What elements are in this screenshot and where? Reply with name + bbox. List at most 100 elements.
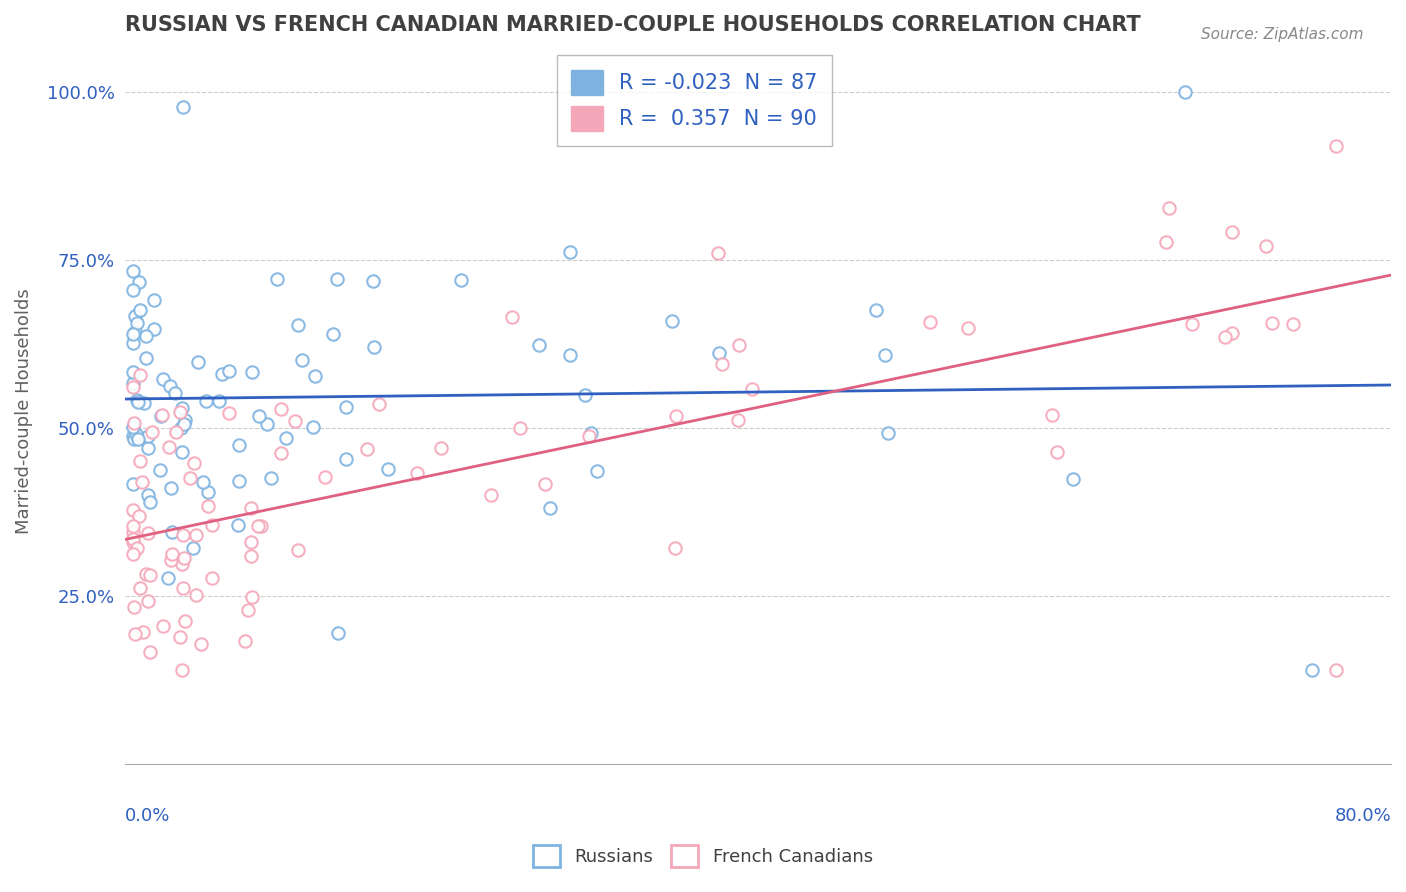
Point	[121, 548, 143, 562]
Point	[218, 406, 240, 420]
Point	[1046, 444, 1069, 458]
Point	[509, 420, 531, 434]
Point	[260, 471, 283, 485]
Point	[707, 246, 730, 260]
Point	[162, 547, 184, 561]
Point	[274, 431, 297, 445]
Point	[579, 426, 602, 441]
Point	[190, 637, 212, 651]
Point	[326, 626, 349, 640]
Point	[132, 625, 155, 640]
Point	[270, 446, 292, 460]
Point	[246, 518, 269, 533]
Point	[356, 442, 378, 457]
Point	[479, 488, 502, 502]
Point	[865, 303, 887, 318]
Point	[121, 429, 143, 443]
Point	[142, 293, 165, 308]
Point	[186, 528, 208, 542]
Point	[195, 393, 218, 408]
Point	[560, 245, 582, 260]
Point	[218, 364, 240, 378]
Legend: R = -0.023  N = 87, R =  0.357  N = 90: R = -0.023 N = 87, R = 0.357 N = 90	[557, 55, 832, 145]
Point	[124, 599, 146, 614]
Point	[1220, 326, 1243, 340]
Point	[157, 441, 180, 455]
Point	[150, 409, 173, 423]
Point	[152, 619, 174, 633]
Point	[197, 485, 219, 500]
Point	[361, 274, 384, 288]
Point	[159, 379, 181, 393]
Text: Source: ZipAtlas.com: Source: ZipAtlas.com	[1201, 27, 1364, 42]
Point	[450, 273, 472, 287]
Point	[121, 327, 143, 342]
Point	[160, 553, 183, 567]
Text: 0.0%: 0.0%	[125, 806, 170, 824]
Point	[335, 400, 357, 414]
Point	[124, 310, 146, 324]
Point	[163, 385, 186, 400]
Point	[228, 475, 250, 489]
Point	[139, 567, 162, 582]
Point	[121, 380, 143, 394]
Point	[1324, 139, 1347, 153]
Point	[136, 429, 159, 443]
Point	[430, 441, 453, 455]
Point	[172, 444, 194, 458]
Point	[191, 475, 214, 489]
Point	[728, 337, 751, 351]
Point	[918, 315, 941, 329]
Point	[226, 518, 249, 533]
Point	[121, 476, 143, 491]
Point	[173, 550, 195, 565]
Point	[266, 272, 288, 286]
Point	[160, 481, 183, 495]
Point	[256, 417, 278, 431]
Point	[173, 417, 195, 431]
Point	[741, 382, 763, 396]
Point	[284, 413, 307, 427]
Point	[314, 470, 336, 484]
Point	[121, 535, 143, 549]
Point	[1324, 663, 1347, 677]
Point	[957, 321, 980, 335]
Point	[236, 602, 259, 616]
Point	[124, 627, 146, 641]
Point	[128, 581, 150, 595]
Point	[208, 394, 231, 409]
Point	[406, 466, 429, 480]
Point	[377, 462, 399, 476]
Point	[1254, 239, 1277, 253]
Point	[152, 372, 174, 386]
Text: 80.0%: 80.0%	[1334, 806, 1391, 824]
Point	[1260, 316, 1282, 330]
Point	[538, 501, 561, 516]
Point	[240, 365, 263, 379]
Point	[136, 488, 159, 502]
Point	[247, 409, 270, 423]
Point	[326, 271, 349, 285]
Point	[172, 401, 194, 415]
Point	[128, 275, 150, 289]
Point	[727, 413, 749, 427]
Point	[578, 429, 600, 443]
Point	[304, 368, 326, 383]
Point	[1159, 201, 1181, 215]
Point	[183, 541, 205, 555]
Point	[240, 535, 263, 549]
Point	[121, 503, 143, 517]
Text: RUSSIAN VS FRENCH CANADIAN MARRIED-COUPLE HOUSEHOLDS CORRELATION CHART: RUSSIAN VS FRENCH CANADIAN MARRIED-COUPL…	[125, 15, 1140, 35]
Point	[169, 630, 191, 644]
Point	[1174, 86, 1197, 100]
Point	[250, 519, 273, 533]
Point	[121, 335, 143, 350]
Point	[179, 471, 201, 485]
Point	[1215, 330, 1237, 344]
Point	[124, 325, 146, 339]
Point	[368, 397, 391, 411]
Point	[143, 321, 166, 335]
Point	[170, 557, 193, 571]
Point	[270, 402, 292, 417]
Point	[135, 351, 157, 365]
